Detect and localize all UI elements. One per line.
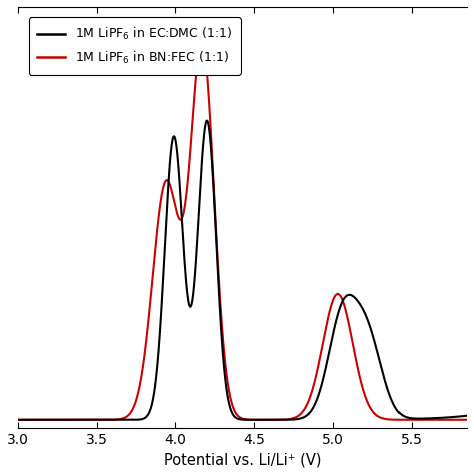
X-axis label: Potential vs. Li/Li⁺ (V): Potential vs. Li/Li⁺ (V) xyxy=(164,452,321,467)
Legend: 1M LiPF$_6$ in EC:DMC (1:1), 1M LiPF$_6$ in BN:FEC (1:1): 1M LiPF$_6$ in EC:DMC (1:1), 1M LiPF$_6$… xyxy=(28,18,241,74)
